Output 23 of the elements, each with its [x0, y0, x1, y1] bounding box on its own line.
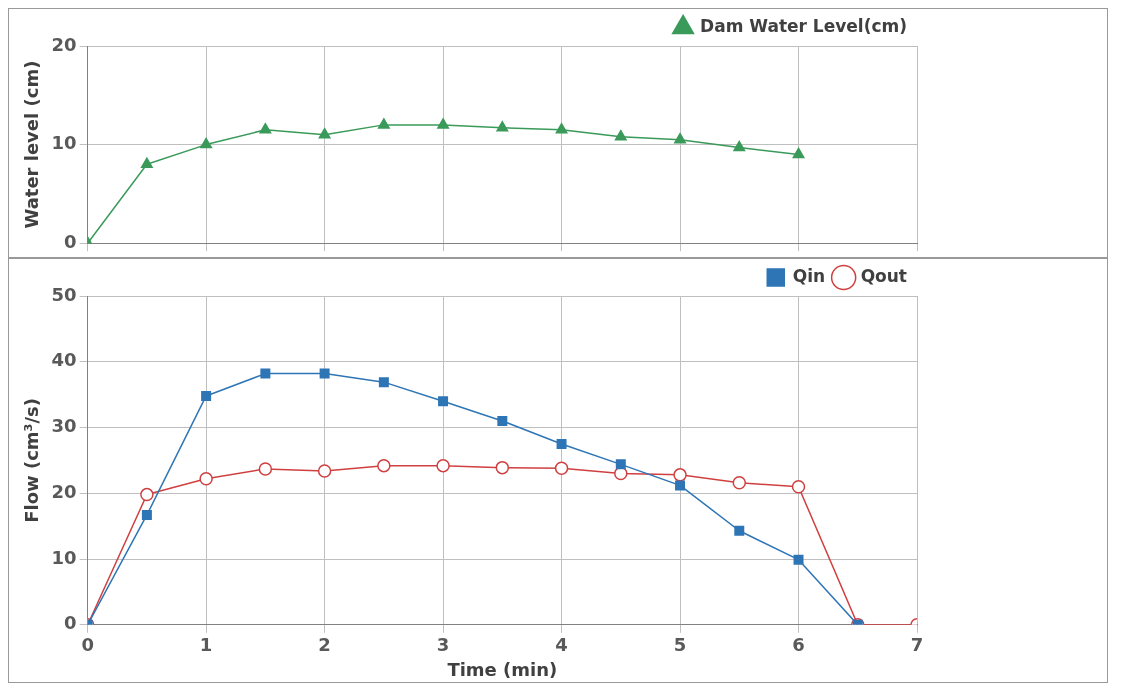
- y-tick-label: 30: [51, 415, 77, 437]
- x-tick-label: 4: [555, 634, 568, 656]
- y-tick-label: 20: [51, 33, 77, 55]
- legend-label: Dam Water Level(cm): [700, 15, 907, 36]
- y-tick-label: 10: [51, 546, 77, 568]
- y-tick-label: 0: [64, 230, 77, 252]
- y-tick-label: 50: [51, 283, 77, 305]
- x-tick-label: 5: [673, 634, 687, 656]
- y-axis-title: Water level (cm): [21, 60, 43, 229]
- x-tick-label: 1: [199, 634, 213, 656]
- legend-label: Qout: [860, 265, 908, 286]
- y-axis-title: Flow (cm³/s): [21, 398, 43, 523]
- y-tick-label: 0: [64, 612, 77, 634]
- x-tick-label: 6: [792, 634, 805, 656]
- x-tick-label: 0: [81, 634, 94, 656]
- x-axis-title: Time (min): [447, 658, 558, 680]
- legend-label: Qin: [792, 265, 826, 286]
- y-tick-label: 20: [51, 480, 77, 502]
- y-tick-label: 40: [51, 349, 77, 371]
- y-tick-label: 10: [51, 132, 77, 154]
- x-tick-label: 3: [436, 634, 450, 656]
- x-tick-label: 7: [910, 634, 924, 656]
- x-tick-label: 2: [318, 634, 331, 656]
